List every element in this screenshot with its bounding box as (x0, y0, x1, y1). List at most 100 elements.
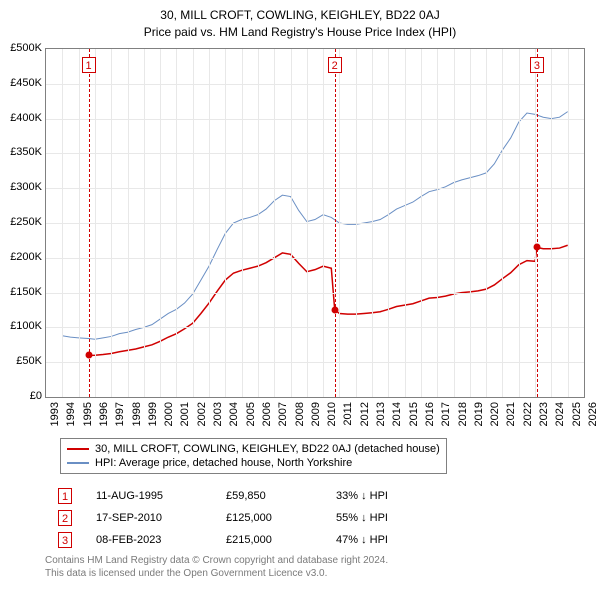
x-tick-label: 1995 (82, 402, 94, 426)
y-tick-label: £350K (2, 146, 42, 158)
event-marker-box: 3 (530, 57, 544, 73)
x-tick-label: 2011 (342, 402, 354, 426)
event-date: 11-AUG-1995 (96, 490, 226, 502)
event-price: £215,000 (226, 534, 336, 546)
legend: 30, MILL CROFT, COWLING, KEIGHLEY, BD22 … (60, 438, 447, 474)
y-tick-label: £0 (2, 390, 42, 402)
y-tick-label: £450K (2, 77, 42, 89)
event-table-row: 308-FEB-2023£215,00047% ↓ HPI (58, 529, 416, 551)
event-marker-box: 2 (328, 57, 342, 73)
gridline-vertical (388, 49, 389, 397)
x-tick-label: 2019 (473, 402, 485, 426)
x-tick-label: 2023 (538, 402, 550, 426)
y-tick-label: £50K (2, 355, 42, 367)
x-tick-label: 2013 (375, 402, 387, 426)
event-delta: 33% ↓ HPI (336, 490, 416, 502)
x-tick-label: 2022 (522, 402, 534, 426)
gridline-vertical (242, 49, 243, 397)
x-tick-label: 2010 (326, 402, 338, 426)
gridline-vertical (551, 49, 552, 397)
chart-subtitle: Price paid vs. HM Land Registry's House … (0, 22, 600, 43)
x-tick-label: 1993 (49, 402, 61, 426)
x-tick-label: 2014 (391, 402, 403, 426)
gridline-vertical (79, 49, 80, 397)
gridline-vertical (193, 49, 194, 397)
gridline-vertical (176, 49, 177, 397)
event-index-box: 1 (58, 488, 72, 504)
x-tick-label: 2024 (554, 402, 566, 426)
gridline-vertical (437, 49, 438, 397)
gridline-vertical (323, 49, 324, 397)
gridline-vertical (356, 49, 357, 397)
event-price: £125,000 (226, 512, 336, 524)
series-line-hpi (62, 112, 567, 340)
legend-label: 30, MILL CROFT, COWLING, KEIGHLEY, BD22 … (95, 443, 440, 455)
event-dot (533, 244, 540, 251)
y-tick-label: £250K (2, 216, 42, 228)
event-date: 17-SEP-2010 (96, 512, 226, 524)
gridline-vertical (454, 49, 455, 397)
event-table-row: 217-SEP-2010£125,00055% ↓ HPI (58, 507, 416, 529)
gridline-vertical (128, 49, 129, 397)
x-tick-label: 2003 (212, 402, 224, 426)
event-marker-box: 1 (82, 57, 96, 73)
event-line (335, 49, 336, 397)
x-tick-label: 2009 (310, 402, 322, 426)
x-tick-label: 2026 (587, 402, 599, 426)
gridline-vertical (62, 49, 63, 397)
event-line (537, 49, 538, 397)
x-tick-label: 2018 (457, 402, 469, 426)
x-tick-label: 2006 (261, 402, 273, 426)
footer-attribution: Contains HM Land Registry data © Crown c… (45, 554, 388, 580)
gridline-vertical (486, 49, 487, 397)
x-tick-label: 1994 (65, 402, 77, 426)
gridline-vertical (339, 49, 340, 397)
x-tick-label: 2001 (179, 402, 191, 426)
x-tick-label: 1996 (98, 402, 110, 426)
gridline-vertical (568, 49, 569, 397)
gridline-vertical (258, 49, 259, 397)
gridline-vertical (95, 49, 96, 397)
x-tick-label: 2017 (440, 402, 452, 426)
x-tick-label: 2002 (196, 402, 208, 426)
footer-line-1: Contains HM Land Registry data © Crown c… (45, 554, 388, 567)
x-tick-label: 2007 (277, 402, 289, 426)
y-tick-label: £100K (2, 320, 42, 332)
x-tick-label: 1997 (114, 402, 126, 426)
y-tick-label: £200K (2, 251, 42, 263)
legend-row: 30, MILL CROFT, COWLING, KEIGHLEY, BD22 … (67, 442, 440, 456)
event-delta: 55% ↓ HPI (336, 512, 416, 524)
x-tick-label: 1998 (131, 402, 143, 426)
y-tick-label: £400K (2, 112, 42, 124)
legend-row: HPI: Average price, detached house, Nort… (67, 456, 440, 470)
gridline-vertical (209, 49, 210, 397)
legend-swatch (67, 448, 89, 450)
gridline-vertical (421, 49, 422, 397)
event-dot (85, 352, 92, 359)
gridline-vertical (144, 49, 145, 397)
footer-line-2: This data is licensed under the Open Gov… (45, 567, 388, 580)
gridline-vertical (470, 49, 471, 397)
chart-title: 30, MILL CROFT, COWLING, KEIGHLEY, BD22 … (0, 0, 600, 22)
gridline-vertical (372, 49, 373, 397)
x-tick-label: 2015 (408, 402, 420, 426)
plot-area: 1 2 3 (45, 48, 585, 398)
y-tick-label: £500K (2, 42, 42, 54)
gridline-vertical (291, 49, 292, 397)
event-dot (331, 307, 338, 314)
x-tick-label: 2004 (228, 402, 240, 426)
event-table: 1 11-AUG-1995£59,85033% ↓ HPI 217-SEP-2010… (58, 485, 416, 551)
y-tick-label: £300K (2, 181, 42, 193)
y-tick-label: £150K (2, 286, 42, 298)
x-tick-label: 2000 (163, 402, 175, 426)
chart-container: 30, MILL CROFT, COWLING, KEIGHLEY, BD22 … (0, 0, 600, 590)
x-tick-label: 2020 (489, 402, 501, 426)
x-tick-label: 2012 (359, 402, 371, 426)
gridline-vertical (405, 49, 406, 397)
gridline-vertical (502, 49, 503, 397)
event-index-box: 3 (58, 532, 72, 548)
legend-swatch (67, 462, 89, 464)
x-tick-label: 2016 (424, 402, 436, 426)
event-price: £59,850 (226, 490, 336, 502)
event-delta: 47% ↓ HPI (336, 534, 416, 546)
